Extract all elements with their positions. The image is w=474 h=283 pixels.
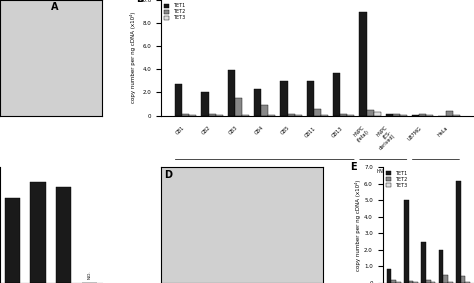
Bar	[175, 84, 182, 115]
Bar	[404, 200, 409, 283]
Legend: TET1, TET2, TET3: TET1, TET2, TET3	[385, 170, 408, 189]
Bar	[281, 81, 288, 115]
Bar	[426, 280, 430, 283]
Bar	[419, 114, 426, 115]
Bar	[209, 114, 216, 115]
Bar	[461, 276, 465, 283]
Legend: TET1, TET2, TET3: TET1, TET2, TET3	[163, 3, 186, 21]
Bar	[421, 242, 426, 283]
Text: A: A	[51, 2, 58, 12]
Bar	[228, 70, 235, 115]
Bar	[359, 12, 366, 115]
Bar	[448, 282, 453, 283]
Bar	[30, 182, 46, 283]
Text: N.D.: N.D.	[87, 271, 91, 279]
Bar	[333, 73, 340, 115]
Y-axis label: copy number per ng cDNA (x10⁴): copy number per ng cDNA (x10⁴)	[356, 179, 361, 271]
Text: D: D	[164, 170, 172, 180]
Bar	[374, 112, 381, 115]
Bar	[443, 275, 448, 283]
Bar	[288, 114, 295, 115]
Bar	[387, 269, 392, 283]
Text: cell
lines: cell lines	[430, 169, 442, 179]
Bar	[438, 250, 443, 283]
Bar	[430, 282, 435, 283]
Text: E: E	[351, 162, 357, 172]
Bar	[465, 282, 470, 283]
Bar	[386, 114, 393, 115]
Y-axis label: copy number per ng cDNA (x10⁴): copy number per ng cDNA (x10⁴)	[130, 12, 136, 104]
Text: hGBM culture: hGBM culture	[248, 169, 282, 174]
Text: hNPC: hNPC	[377, 169, 390, 174]
Bar	[307, 81, 314, 115]
Bar	[182, 114, 189, 115]
Bar	[340, 114, 347, 115]
Bar	[314, 109, 321, 115]
Bar	[392, 280, 396, 283]
Bar	[366, 110, 374, 115]
Bar	[201, 93, 209, 115]
Bar	[254, 89, 261, 115]
Bar	[261, 105, 268, 115]
Bar	[456, 181, 461, 283]
Bar	[56, 187, 71, 283]
Text: B: B	[136, 0, 143, 4]
Bar	[446, 111, 453, 115]
Bar	[396, 282, 401, 283]
Bar	[409, 280, 413, 283]
Bar	[5, 198, 20, 283]
Bar	[413, 282, 418, 283]
Bar	[235, 98, 242, 115]
Bar	[393, 114, 400, 115]
